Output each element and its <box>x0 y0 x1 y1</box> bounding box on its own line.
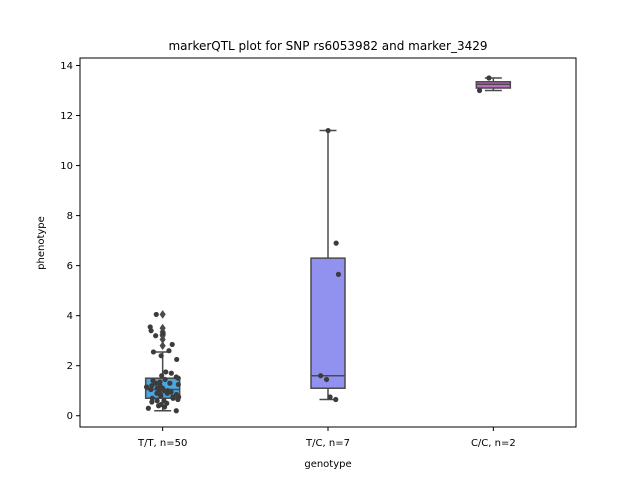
chart-title: markerQTL plot for SNP rs6053982 and mar… <box>168 39 487 53</box>
y-tick-label: 10 <box>60 161 73 172</box>
box-group <box>143 309 182 414</box>
data-point <box>149 399 155 405</box>
box <box>310 257 346 389</box>
data-point <box>157 379 163 385</box>
outlier-marker <box>159 309 166 319</box>
data-point <box>335 271 342 277</box>
data-point <box>173 408 179 414</box>
x-tick-label: T/T, n=50 <box>137 438 187 449</box>
data-point <box>160 330 166 336</box>
data-point <box>168 370 174 376</box>
data-point <box>165 388 171 394</box>
box-group <box>310 127 346 403</box>
data-point <box>158 353 164 359</box>
data-point <box>174 356 180 363</box>
plot-area <box>143 75 512 414</box>
x-axis: T/T, n=50 T/C, n=7 C/C, n=2 <box>137 427 516 449</box>
y-tick-label: 12 <box>60 111 73 122</box>
data-point <box>167 380 173 386</box>
data-point <box>154 390 160 396</box>
data-point <box>173 374 179 380</box>
data-point <box>333 396 339 403</box>
data-point <box>157 383 163 389</box>
data-point <box>150 349 157 355</box>
data-point <box>318 373 324 379</box>
y-tick-label: 2 <box>67 361 73 372</box>
data-point <box>173 391 180 398</box>
data-point <box>158 401 164 408</box>
data-point <box>143 384 150 390</box>
outlier-marker <box>159 341 166 351</box>
y-tick-label: 0 <box>67 411 73 422</box>
data-point <box>169 341 175 348</box>
data-point <box>161 398 167 404</box>
data-point <box>333 240 339 246</box>
data-point <box>166 348 172 354</box>
data-point <box>154 398 160 404</box>
data-point <box>476 87 483 94</box>
data-point <box>149 395 155 401</box>
y-axis-label: phenotype <box>36 216 47 270</box>
data-point <box>323 376 330 383</box>
data-point <box>163 369 169 375</box>
data-point <box>153 333 159 339</box>
data-point <box>162 376 168 383</box>
data-point <box>159 373 165 379</box>
data-point <box>147 324 153 330</box>
x-tick-label: T/C, n=7 <box>305 438 350 449</box>
y-tick-label: 6 <box>67 261 73 272</box>
data-point <box>145 405 151 411</box>
data-point <box>153 311 159 318</box>
x-axis-label: genotype <box>304 459 351 470</box>
data-point <box>150 378 156 384</box>
data-point <box>149 383 155 389</box>
x-tick-label: C/C, n=2 <box>471 438 516 449</box>
y-tick-label: 4 <box>67 311 73 322</box>
y-tick-label: 14 <box>60 61 73 72</box>
y-tick-label: 8 <box>67 211 73 222</box>
box-group <box>475 75 512 94</box>
data-point <box>486 75 492 81</box>
data-point <box>175 381 181 388</box>
data-point <box>327 394 333 400</box>
data-point <box>325 127 331 134</box>
y-axis: 0 2 4 6 8 10 12 14 <box>60 61 80 422</box>
